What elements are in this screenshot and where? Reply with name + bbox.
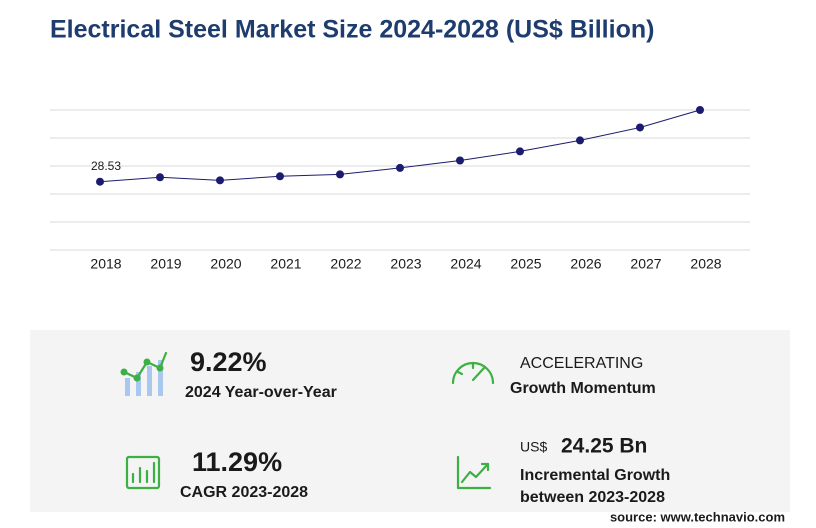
point <box>456 156 464 165</box>
growth-icon <box>456 455 492 490</box>
stat-label: CAGR 2023-2028 <box>180 484 308 501</box>
stat-value: 9.22% <box>190 347 267 377</box>
point <box>336 170 344 179</box>
source: source: www.technavio.com <box>610 509 785 524</box>
chart-title: Electrical Steel Market Size 2024-2028 (… <box>50 16 654 44</box>
x-tick-label: 2023 <box>390 256 421 272</box>
gauge-icon <box>451 361 495 385</box>
yoy-icon <box>120 351 168 396</box>
x-tick-label: 2025 <box>510 256 541 272</box>
plot: 2018 2019 2020 2021 2022 2023 2024 2025 2026 2027… <box>50 106 750 272</box>
x-tick-label: 2028 <box>690 256 721 272</box>
point <box>216 176 224 185</box>
point <box>636 123 644 132</box>
point <box>156 173 164 182</box>
point <box>96 177 104 186</box>
stat-value: 11.29% <box>192 447 282 477</box>
x-tick-label: 2026 <box>570 256 601 272</box>
x-tick-label: 2021 <box>270 256 301 272</box>
stats-panel <box>30 330 790 512</box>
stat-prefix: US$ <box>520 439 547 455</box>
stat-label: Growth Momentum <box>510 380 656 397</box>
point <box>696 106 704 114</box>
x-tick-label: 2019 <box>150 256 181 272</box>
point <box>396 163 404 172</box>
x-tick-label: 2022 <box>330 256 361 272</box>
x-tick-label: 2018 <box>90 256 121 272</box>
stat-label: Incremental Growth <box>520 467 670 484</box>
stat-label: between 2023-2028 <box>520 489 665 506</box>
stat-label: 2024 Year-over-Year <box>185 384 337 401</box>
x-tick-label: 2024 <box>450 256 481 272</box>
point <box>516 147 524 156</box>
stat-value: 24.25 Bn <box>561 435 647 458</box>
point <box>276 172 284 181</box>
x-tick-label: 2027 <box>630 256 661 272</box>
stat-value: ACCELERATING <box>520 355 643 372</box>
value-label: 28.53 <box>91 159 121 173</box>
x-tick-label: 2020 <box>210 256 241 272</box>
point <box>576 136 584 145</box>
cagr-icon <box>125 455 161 490</box>
